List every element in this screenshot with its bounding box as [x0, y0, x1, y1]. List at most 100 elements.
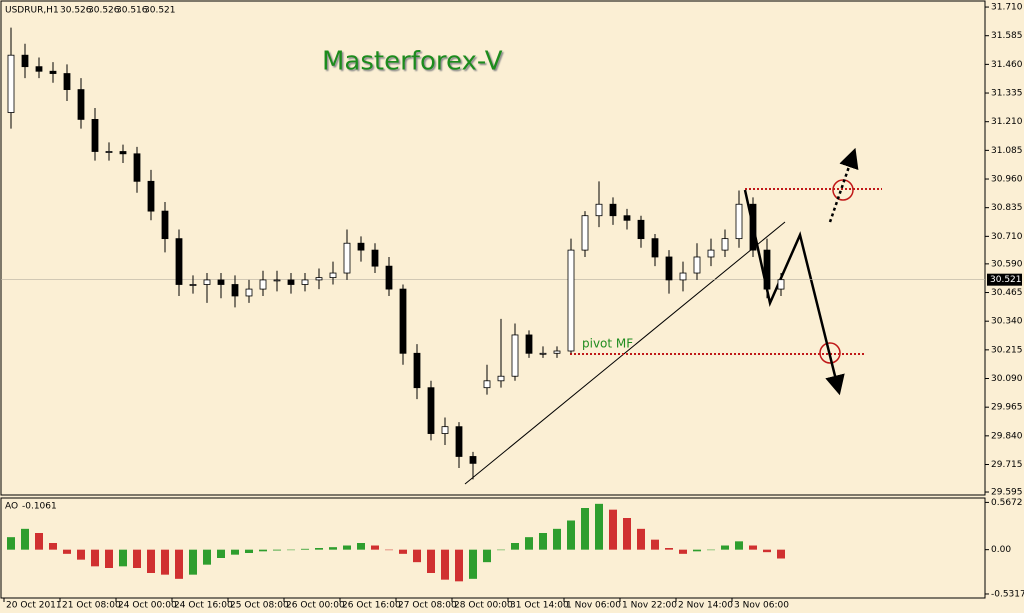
candle-body [147, 180, 155, 212]
candle-body [637, 219, 645, 240]
ao-bar [245, 549, 253, 553]
ao-bar [371, 545, 379, 550]
y-tick-label: 31.710 [991, 3, 1023, 13]
candle-body [455, 426, 463, 457]
ao-bar [413, 549, 421, 563]
y-tick-label: 31.335 [991, 89, 1023, 99]
ao-bar [707, 549, 715, 551]
candle-body [231, 284, 239, 297]
ao-bar [693, 549, 701, 552]
ao-bar [133, 549, 141, 568]
target-circle [832, 179, 854, 201]
ao-bar [469, 549, 477, 579]
header-low: 30.516 [116, 6, 148, 16]
y-tick-label: 30.590 [991, 259, 1023, 269]
ao-bar [553, 528, 561, 550]
y-tick-label: 31.585 [991, 31, 1023, 41]
y-tick-label: 30.340 [991, 317, 1023, 327]
chart-title: Masterforex-V [322, 47, 503, 77]
candle-body [413, 352, 421, 389]
ao-bar [651, 539, 659, 550]
candle-body [553, 350, 561, 354]
pivot-label: pivot MF [582, 337, 633, 351]
ao-bar [609, 509, 617, 550]
drawings: pivot MF [464, 147, 882, 485]
ao-bar [399, 549, 407, 554]
candle-body [259, 279, 267, 290]
candle-body [357, 242, 365, 251]
header: USDRUR,H1 30.526 30.526 30.516 30.521 AO… [5, 6, 176, 512]
candle-body [21, 54, 29, 68]
candle-body [651, 238, 659, 258]
candle-body [161, 210, 169, 240]
ao-bar [679, 549, 687, 554]
ao-bar [525, 537, 533, 550]
ao-bar [77, 549, 85, 560]
indicator-value: -0.1061 [22, 502, 57, 512]
ao-bar [161, 549, 169, 575]
candle-body [567, 249, 575, 352]
y-tick-label: 29.840 [991, 431, 1023, 441]
candle-body [77, 89, 85, 120]
candle-body [469, 456, 477, 464]
y-tick-label: 30.090 [991, 374, 1023, 384]
candle-body [217, 279, 225, 285]
y-tick-label: 30.465 [991, 288, 1023, 298]
ao-bar [441, 549, 449, 580]
candle-body [399, 288, 407, 354]
candle-body [315, 277, 323, 281]
ao-bar [567, 520, 575, 550]
y-tick-label: 31.460 [991, 60, 1023, 70]
candle-body [63, 73, 71, 90]
candle-body [7, 54, 15, 113]
x-tick-label: 2 Nov 14:00 [678, 601, 733, 611]
candle-body [721, 238, 729, 251]
x-tick-label: 24 Oct 00:00 [118, 601, 177, 611]
ao-bar [385, 549, 393, 551]
candle-body [763, 249, 771, 290]
x-tick-label: 3 Nov 06:00 [734, 601, 789, 611]
ao-bar [231, 549, 239, 555]
header-high: 30.526 [88, 6, 120, 16]
candle-body [203, 279, 211, 285]
ao-bar [539, 533, 547, 550]
candle-body [245, 288, 253, 297]
ao-bar [665, 548, 673, 550]
ao-bar [483, 549, 491, 563]
ao-bar [7, 537, 15, 550]
candle-body [539, 352, 547, 355]
candle-body [385, 265, 393, 290]
candle-body [35, 66, 43, 72]
ao-bar [329, 547, 337, 550]
y-tick-label: -0.5317 [991, 589, 1024, 599]
ao-bar [203, 549, 211, 565]
ao-bar [287, 549, 295, 551]
y-tick-label: 31.085 [991, 146, 1023, 156]
header-close: 30.521 [144, 6, 176, 16]
x-tick-label: 21 Oct 08:00 [62, 601, 121, 611]
candle-body [693, 256, 701, 274]
x-tick-label: 28 Oct 00:00 [454, 601, 513, 611]
ao-bar [301, 548, 309, 550]
ao-bar [119, 549, 127, 567]
candle-body [679, 272, 687, 281]
candle-body [497, 375, 505, 382]
ao-bar [21, 528, 29, 550]
ao-bar [63, 549, 71, 554]
candle-body [441, 426, 449, 434]
ao-bar [189, 549, 197, 575]
y-tick-label: 30.835 [991, 203, 1023, 213]
candle-body [343, 242, 351, 274]
candle-body [119, 151, 127, 155]
y-tick-label: 29.595 [991, 488, 1023, 498]
candle-body [273, 279, 281, 282]
ao-bar [91, 549, 99, 567]
price-tag [987, 273, 1022, 286]
y-tick-label: 0.5672 [991, 498, 1023, 508]
ao-bar [35, 533, 43, 550]
candle-body [133, 153, 141, 182]
ao-bar [273, 549, 281, 551]
x-tick-label: 1 Nov 06:00 [566, 601, 621, 611]
